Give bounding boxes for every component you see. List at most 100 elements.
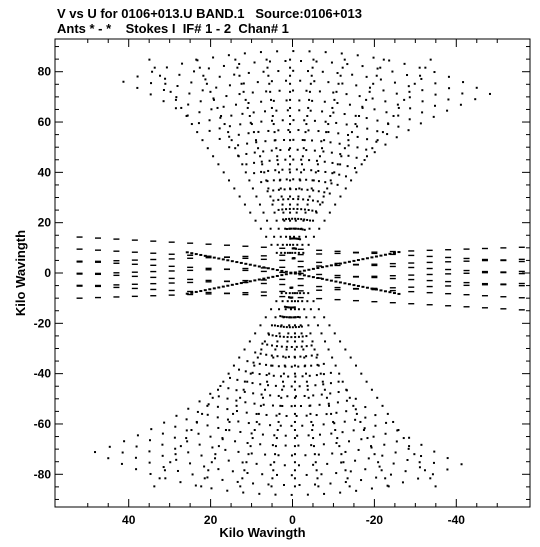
uv-point [227,387,230,390]
uv-dash [279,278,286,281]
uv-point [207,67,210,70]
uv-point [323,100,326,103]
uv-point [252,482,255,485]
uv-point [311,179,314,182]
uv-point [178,73,181,76]
uv-point [341,380,344,383]
uv-point [337,391,340,394]
uv-dash [481,271,488,274]
uv-dash [131,263,138,265]
uv-point [296,292,299,295]
uv-point [244,262,248,265]
uv-point [397,251,401,254]
uv-point [365,75,368,78]
uv-point [312,394,315,397]
uv-point [252,361,255,364]
uv-point [298,235,301,238]
uv-dash [352,263,359,266]
uv-point [286,109,289,112]
uv-dash [371,300,378,303]
uv-point [207,469,210,472]
uv-point [354,459,357,462]
uv-point [429,58,432,61]
uv-point [301,139,304,142]
uv-dash [408,274,415,276]
uv-point [311,429,314,432]
uv-dash [168,265,175,268]
uv-point [312,219,315,222]
uv-point [217,468,220,471]
uv-point [198,111,201,114]
uv-point [358,114,361,117]
uv-dash [518,309,525,311]
uv-point [375,74,378,77]
uv-point [352,284,356,287]
uv-point [162,88,165,91]
uv-point [291,217,294,220]
uv-point [282,325,285,328]
uv-point [164,77,167,80]
uv-point [329,279,333,282]
uv-point [200,454,203,457]
uv-point [266,267,270,270]
uv-point [280,251,283,254]
uv-point [377,461,380,464]
uv-point [233,73,236,76]
uv-point [209,392,212,395]
uv-point [328,192,331,195]
uv-point [216,106,219,109]
y-tick-label: 80 [38,65,52,79]
uv-point [275,109,278,112]
uv-point [232,412,235,415]
uv-point [248,340,251,343]
uv-point [260,100,263,103]
uv-point [373,108,376,111]
uv-point [216,405,219,408]
uv-point [277,394,280,397]
uv-point [297,335,300,338]
uv-point [329,482,332,485]
uv-point [288,324,291,327]
uv-point [190,81,193,84]
x-tick-label: -40 [448,513,466,527]
uv-point [255,412,258,415]
uv-point [217,257,221,260]
uv-dash [463,248,470,250]
uv-point [294,326,297,329]
uv-point [348,396,351,399]
uv-point [367,457,370,460]
uv-point [190,252,194,255]
uv-point [173,436,176,439]
uv-point [475,86,478,89]
uv-dash [500,247,507,249]
uv-point [292,158,295,161]
uv-point [459,103,462,106]
uv-point [289,237,292,240]
uv-point [325,131,328,134]
uv-dash [260,258,267,261]
uv-dash [445,261,452,263]
uv-point [420,443,423,446]
uv-point [446,109,449,112]
uv-point [326,462,329,465]
uv-point [284,270,288,273]
uv-dash [76,284,83,287]
uv-point [288,207,291,210]
uv-point [247,101,250,104]
y-tick-label: -80 [34,467,52,481]
uv-point [136,86,139,89]
uv-point [238,368,241,371]
uv-point [320,393,323,396]
uv-point [208,288,212,291]
uv-point [298,270,302,273]
uv-dash [518,297,525,299]
uv-point [305,380,308,383]
uv-point [263,340,266,343]
uv-point [276,155,279,158]
uv-point [332,111,335,114]
uv-point [185,292,189,295]
uv-point [321,110,324,113]
uv-point [223,123,226,126]
uv-point [239,282,243,285]
uv-point [339,153,342,156]
